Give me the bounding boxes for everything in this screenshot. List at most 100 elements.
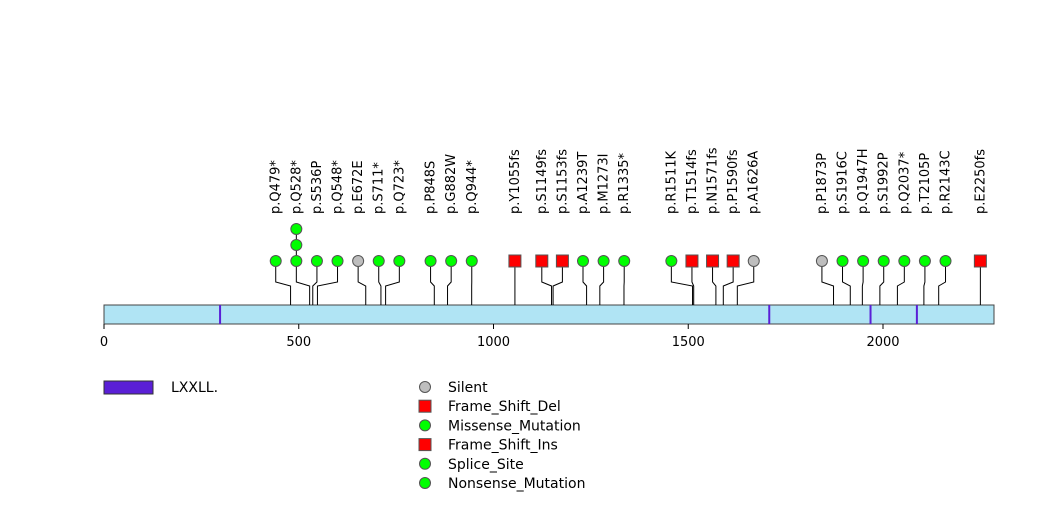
mutation-marker [918, 255, 931, 267]
mutation-label: p.Q723* [392, 160, 407, 214]
mutation-marker [290, 239, 303, 251]
domain-mark [219, 305, 222, 324]
lollipop-stem [552, 261, 563, 305]
mutation-label: p.S711* [372, 162, 387, 214]
mutation-label: p.S1153fs [555, 149, 570, 214]
mutation-label: p.Q479* [269, 160, 284, 214]
axis-tick-label: 1000 [477, 335, 510, 350]
mutation-marker [577, 255, 590, 267]
axis-tick-label: 500 [286, 335, 311, 350]
lollipop-stem [385, 261, 400, 305]
domain-mark [915, 305, 918, 324]
mutation-label: p.P1873P [815, 153, 830, 214]
mutation-label: p.M1273I [597, 153, 612, 214]
mutation-label: p.S1149fs [535, 149, 550, 214]
mutation-label: p.E2250fs [973, 149, 988, 214]
mutation-label: p.P1590fs [726, 149, 741, 214]
lollipop-stem [879, 261, 885, 305]
lollipop-stem [722, 261, 734, 305]
lollipop-stem [861, 261, 864, 305]
mutation-label: p.P848S [424, 161, 439, 214]
mutation-label: p.R1511K [664, 150, 679, 214]
lollipop-stem [378, 261, 382, 305]
lollipop-stem [736, 261, 755, 305]
legend-label: Missense_Mutation [448, 418, 581, 434]
mutation-label: p.G882W [444, 154, 459, 214]
legend-marker [418, 438, 432, 452]
lollipop-stem [896, 261, 905, 305]
mutation-label: p.Y1055fs [508, 149, 523, 214]
lollipop-stem [541, 261, 553, 305]
mutation-label: p.R1335* [617, 152, 632, 214]
mutation-marker [597, 255, 610, 267]
lollipop-stem [842, 261, 851, 305]
lollipop-stem [670, 261, 694, 305]
mutation-label: p.Q528* [289, 160, 304, 214]
mutation-label: p.T1514fs [685, 149, 700, 214]
mutation-label: p.S1916C [836, 151, 851, 214]
axis-tick-label: 1500 [672, 335, 705, 350]
legend-label: Frame_Shift_Del [448, 399, 561, 415]
legend-marker [419, 457, 431, 470]
mutation-label: p.Q944* [465, 160, 480, 214]
domain-legend-label: LXXLL. [171, 380, 218, 396]
mutation-marker [836, 255, 849, 267]
mutation-marker [290, 255, 303, 267]
mutation-marker [290, 223, 303, 235]
mutation-marker [706, 254, 720, 268]
axis-tick-label: 0 [100, 335, 108, 350]
mutation-marker [815, 255, 828, 267]
mutation-marker [445, 255, 458, 267]
legend-label: Frame_Shift_Ins [448, 438, 558, 454]
mutation-marker [465, 255, 478, 267]
lollipop-stem [582, 261, 588, 305]
lollipop-stem [923, 261, 926, 305]
legend-marker [419, 477, 431, 489]
lollipop-stem [938, 261, 947, 305]
mutation-label: p.A1239T [576, 152, 591, 214]
lollipop-stem [275, 261, 292, 305]
mutation-marker [352, 255, 365, 267]
lollipop-stem [712, 261, 717, 305]
mutation-marker [372, 255, 385, 267]
mutation-marker [535, 254, 549, 268]
mutation-marker [898, 255, 911, 267]
axis-tick-label: 2000 [866, 335, 899, 350]
mutation-marker [393, 255, 406, 267]
mutation-label: p.S1992P [877, 152, 892, 214]
lollipop-stem [316, 261, 339, 305]
mutation-label: p.Q2037* [897, 151, 912, 214]
lollipop-stem [447, 261, 452, 305]
mutation-marker [726, 254, 740, 268]
mutation-label: p.S536P [310, 161, 325, 214]
mutation-marker [331, 255, 344, 267]
mutation-label: p.Q548* [331, 160, 346, 214]
mutation-label: p.Q1947H [856, 149, 871, 214]
mutation-marker [310, 255, 323, 267]
legend-label: Splice_Site [448, 457, 524, 473]
legend-label: Silent [448, 380, 488, 396]
mutation-marker [269, 255, 282, 267]
protein-bar [103, 304, 995, 325]
legend-marker [419, 381, 431, 393]
legend-marker [418, 399, 432, 413]
mutation-label: p.A1626A [747, 151, 762, 214]
mutation-marker [424, 255, 437, 267]
mutation-marker [747, 255, 760, 267]
mutation-marker [618, 255, 631, 267]
lollipop-stem [430, 261, 435, 305]
domain-mark [768, 305, 771, 324]
mutation-label: p.E672E [351, 160, 366, 214]
mutation-marker [555, 254, 569, 268]
lollipop-stem [599, 261, 605, 305]
legend-marker [419, 419, 431, 432]
mutation-marker [665, 255, 678, 267]
mutation-marker [685, 254, 699, 268]
mutation-label: p.T2105P [918, 153, 933, 214]
lollipop-stem [691, 261, 695, 305]
lollipop-stem [312, 261, 318, 305]
mutation-marker [973, 254, 987, 268]
lollipop-stem [821, 261, 835, 305]
domain-mark [869, 305, 872, 324]
